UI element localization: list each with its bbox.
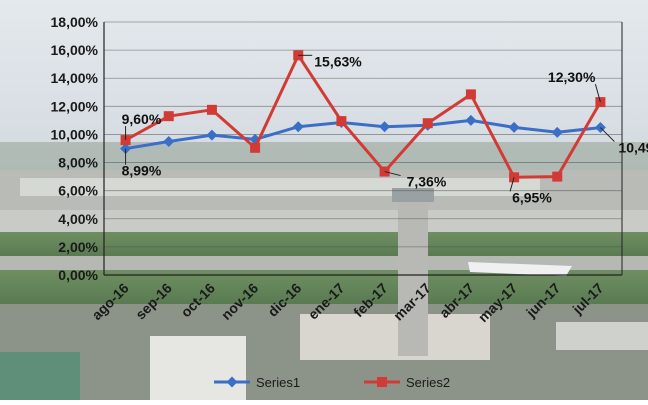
series-2-point [163,111,174,122]
data-label: 12,30% [548,69,596,85]
y-tick-label: 2,00% [58,239,98,255]
legend-marker [377,377,387,387]
data-labels: 9,60% 8,99% 15,63% 7,36% 6,95% 12,30% 10,49% [122,53,648,205]
y-tick-label: 12,00% [51,98,99,114]
legend-label: Series1 [256,375,300,390]
data-label: 9,60% [122,111,162,127]
series-lines [120,50,606,183]
y-tick-label: 8,00% [58,155,98,171]
series-2-point [552,171,563,182]
series-1-point [292,121,304,133]
y-tick-label: 16,00% [51,42,99,58]
legend: Series1 Series2 [214,375,450,390]
data-label: 8,99% [122,163,162,179]
series-2-point [336,116,347,127]
legend-label: Series2 [406,375,450,390]
series-2-point [422,118,433,129]
series-1-point [163,135,175,147]
series-2-point [509,172,520,183]
y-tick-label: 14,00% [51,70,99,86]
y-tick-label: 18,00% [51,14,99,30]
data-label-leader [384,171,401,177]
data-label-leader [600,127,615,142]
series-1-point [379,121,391,133]
series-2-point [250,142,261,153]
y-tick-label: 4,00% [58,211,98,227]
data-label: 6,95% [512,189,552,205]
data-label: 10,49% [618,140,648,156]
data-label-leader [594,83,601,103]
series-1-point [206,129,218,141]
series-2-point [206,104,217,115]
data-label: 15,63% [314,53,362,69]
legend-marker [226,376,238,388]
series-line-2 [124,53,602,179]
data-label: 7,36% [407,174,447,190]
series-2-point [465,89,476,100]
y-tick-label: 6,00% [58,183,98,199]
y-tick-label: 10,00% [51,126,99,142]
series-1-point [249,133,261,145]
series-1-point [508,121,520,133]
series-1-point [551,126,563,138]
series-line-1 [125,118,601,151]
series-1-point [465,114,477,126]
data-label-leader [509,177,515,192]
y-tick-label: 0,00% [58,267,98,283]
